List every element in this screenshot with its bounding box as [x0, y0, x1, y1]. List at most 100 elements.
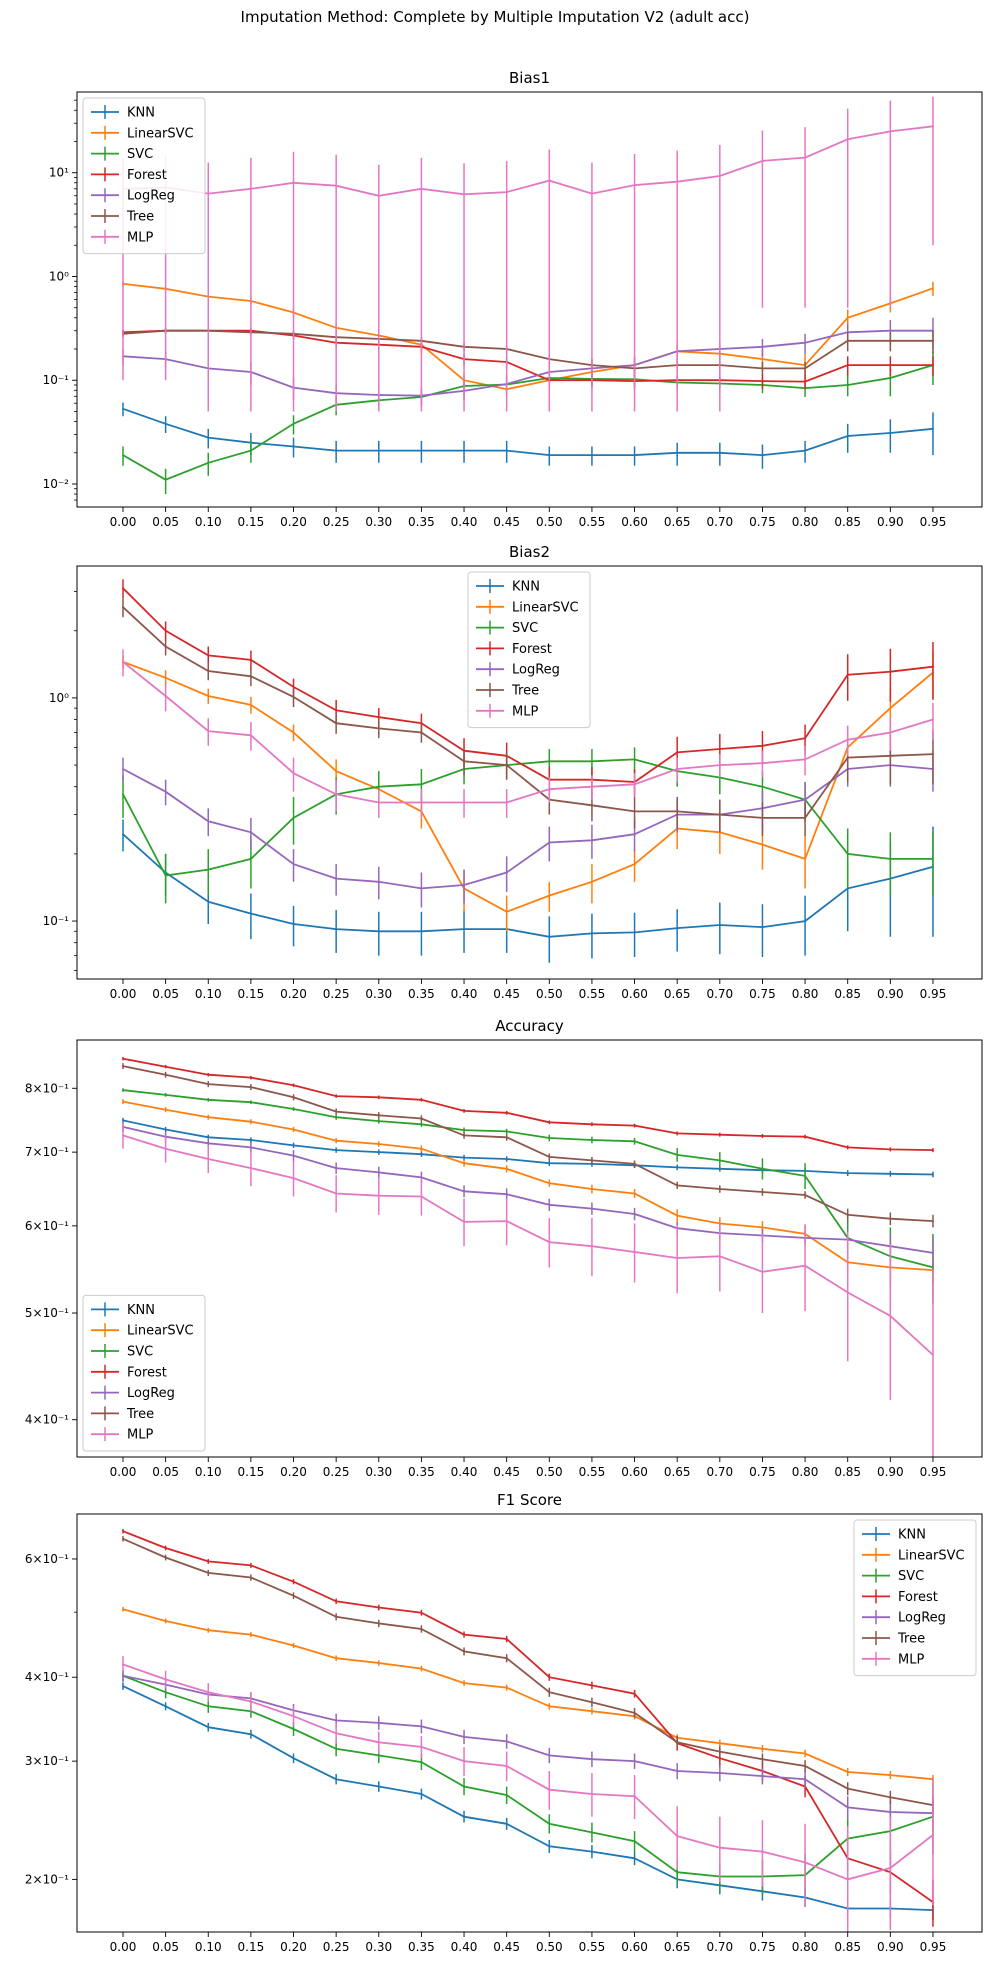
data-point: [846, 1787, 849, 1790]
chart-title: Bias1: [509, 69, 550, 87]
data-point: [249, 1700, 252, 1703]
series-line: [122, 1537, 934, 1806]
series-line: [122, 364, 934, 481]
data-point: [420, 731, 423, 734]
data-point: [846, 384, 849, 386]
data-point: [335, 1615, 338, 1618]
series-line: [122, 1608, 934, 1781]
data-point: [804, 816, 806, 819]
legend-label: SVC: [898, 1569, 924, 1584]
data-point: [761, 358, 764, 360]
data-point: [292, 1108, 295, 1110]
y-tick-label: 6×10⁻¹: [25, 1552, 69, 1566]
data-point: [420, 801, 423, 804]
data-point: [249, 1167, 252, 1170]
data-point: [292, 1154, 295, 1157]
data-point: [761, 1191, 764, 1193]
data-point: [377, 1096, 380, 1099]
data-point: [548, 179, 551, 182]
plot-area: [122, 96, 934, 495]
data-point: [122, 768, 124, 770]
legend-label: LinearSVC: [127, 1324, 194, 1339]
data-point: [207, 670, 210, 672]
data-point: [292, 1144, 295, 1147]
x-tick-label: 0.60: [621, 515, 648, 529]
data-point: [804, 737, 806, 740]
legend-label: LinearSVC: [127, 126, 194, 141]
data-point: [292, 816, 295, 819]
data-point: [377, 449, 380, 452]
data-point: [889, 377, 892, 379]
legend-label: SVC: [127, 1345, 153, 1360]
legend-label: LogReg: [127, 1386, 175, 1401]
data-point: [207, 695, 210, 697]
data-point: [249, 1564, 252, 1567]
legend-label: MLP: [127, 1428, 153, 1443]
data-point: [420, 1761, 423, 1764]
data-point: [889, 1867, 892, 1869]
data-point: [420, 930, 423, 933]
x-tick-label: 0.75: [749, 1465, 776, 1479]
series-line: [122, 1100, 934, 1271]
legend-box: [467, 571, 591, 729]
data-point: [207, 1136, 210, 1139]
data-point: [420, 1153, 423, 1156]
series-line: [122, 1089, 934, 1269]
data-point: [761, 1775, 764, 1777]
data-point: [463, 193, 465, 196]
x-tick-label: 0.30: [365, 515, 392, 529]
series-line: [122, 1530, 934, 1903]
data-point: [207, 1158, 210, 1160]
y-tick-label: 8×10⁻¹: [25, 1081, 69, 1095]
legend-item-knn: KNN: [476, 579, 540, 595]
data-point: [932, 364, 934, 366]
legend-item-tree: Tree: [476, 683, 539, 699]
y-tick-label: 10⁰: [49, 269, 69, 283]
data-point: [122, 833, 124, 836]
data-point: [122, 454, 124, 456]
data-point: [292, 1128, 295, 1131]
data-point: [591, 1758, 593, 1761]
data-point: [335, 1095, 338, 1098]
data-point: [463, 1785, 465, 1788]
data-point: [335, 1167, 338, 1170]
data-point: [932, 1173, 934, 1176]
data-point: [889, 857, 892, 860]
data-point: [335, 1110, 338, 1113]
legend-item-forest: Forest: [91, 1364, 167, 1380]
data-point: [548, 788, 551, 791]
data-point: [889, 329, 892, 332]
data-point: [932, 753, 934, 755]
data-point: [889, 130, 892, 133]
y-tick-label: 6×10⁻¹: [25, 1219, 69, 1233]
data-point: [505, 1193, 508, 1196]
data-point: [207, 1116, 210, 1119]
data-point: [804, 449, 806, 452]
x-tick-label: 0.30: [365, 987, 392, 1001]
data-point: [505, 1794, 508, 1797]
x-tick-label: 0.45: [493, 1465, 520, 1479]
x-tick-label: 0.50: [536, 515, 563, 529]
data-point: [548, 1676, 551, 1679]
data-point: [932, 665, 934, 668]
data-point: [420, 1195, 423, 1198]
data-point: [761, 1135, 764, 1137]
data-point: [548, 894, 551, 897]
data-point: [633, 1692, 636, 1695]
data-point: [207, 1560, 210, 1563]
data-point: [804, 367, 806, 370]
legend-item-knn: KNN: [862, 1527, 926, 1543]
data-point: [249, 1101, 252, 1104]
data-point: [505, 1220, 508, 1222]
data-point: [164, 874, 167, 877]
x-tick-label: 0.85: [834, 1465, 861, 1479]
x-tick-label: 0.95: [920, 1465, 947, 1479]
data-point: [463, 1735, 465, 1738]
data-point: [591, 1245, 593, 1248]
data-point: [207, 1073, 210, 1076]
data-point: [463, 1220, 465, 1223]
x-tick-label: 0.90: [877, 1940, 904, 1954]
data-point: [377, 1662, 380, 1664]
data-point: [249, 912, 252, 915]
